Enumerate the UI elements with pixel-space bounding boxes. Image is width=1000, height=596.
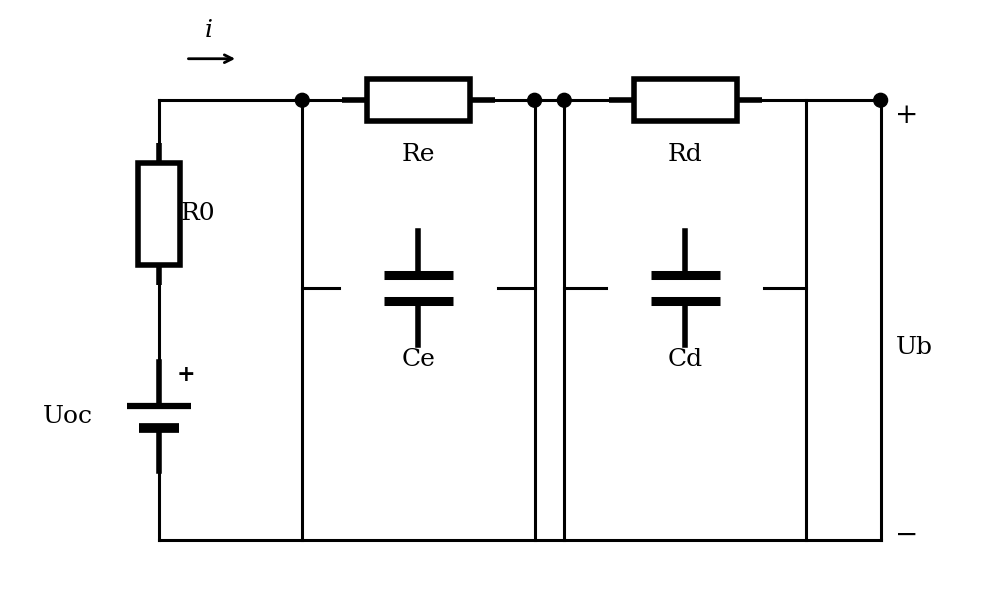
Bar [634,79,737,121]
Text: Ce: Ce [401,348,435,371]
Text: Re: Re [402,143,435,166]
Circle shape [874,94,888,107]
Bar [138,163,180,265]
Text: Rd: Rd [668,143,703,166]
Text: +: + [895,101,919,129]
Bar [367,79,470,121]
Text: R0: R0 [181,203,215,225]
Text: Cd: Cd [668,348,703,371]
Circle shape [295,94,309,107]
Circle shape [528,94,542,107]
Circle shape [557,94,571,107]
Text: −: − [895,522,919,549]
Text: +: + [177,364,195,386]
Text: Uoc: Uoc [43,405,93,428]
Text: Ub: Ub [895,336,932,359]
Text: i: i [204,19,212,42]
